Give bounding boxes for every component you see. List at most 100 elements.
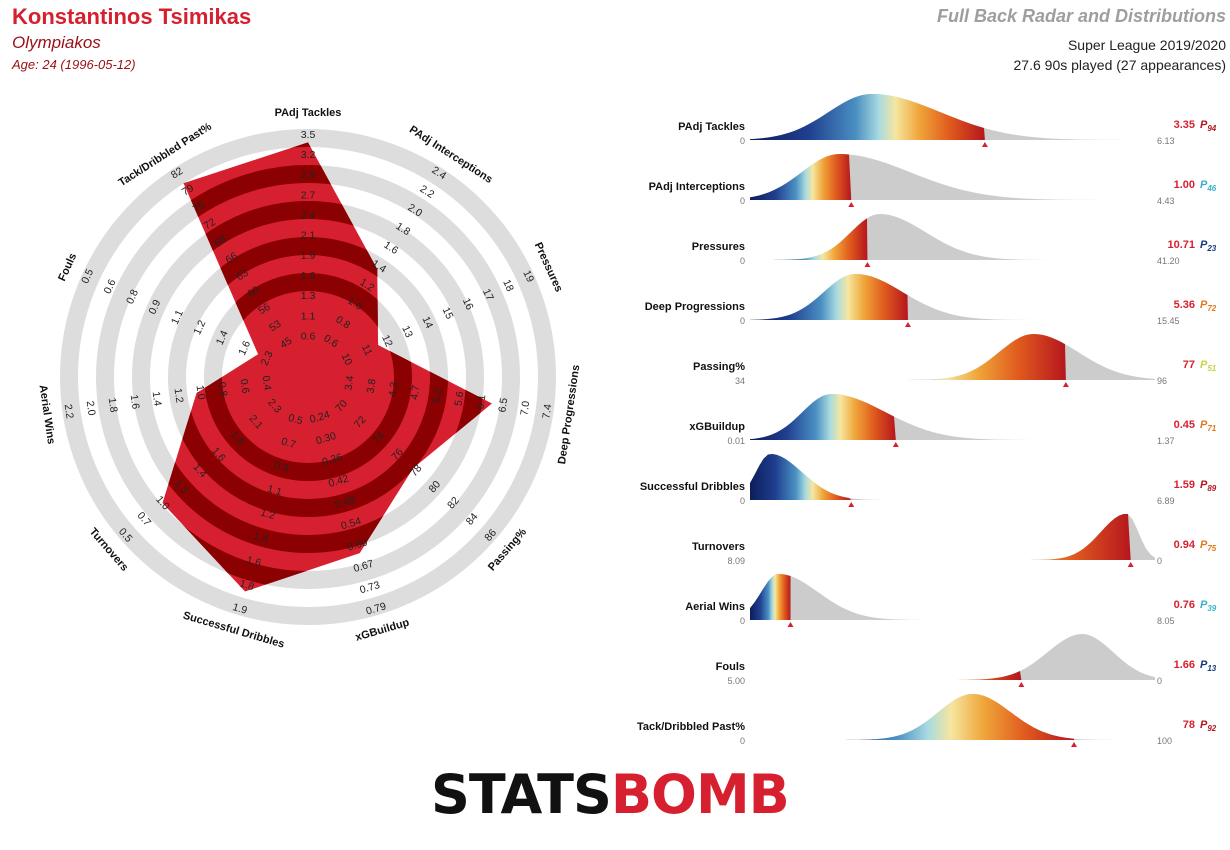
radar-tick-label: 1.1 <box>266 483 284 499</box>
radar-tick-label: 0.6 <box>237 378 251 394</box>
radar-tick-label: 5.6 <box>452 391 466 407</box>
dist-row-label: Pressures <box>692 241 745 253</box>
dist-row-label: PAdj Tackles <box>678 121 745 133</box>
radar-tick-label: 2.3 <box>259 349 276 367</box>
dist-percentile: P94 <box>1200 119 1217 133</box>
radar-tick-label: 2.4 <box>301 210 316 222</box>
radar-tick-label: 7.0 <box>518 400 532 416</box>
dist-max-label: 100 <box>1157 736 1172 746</box>
dist-max-label: 4.43 <box>1157 196 1175 206</box>
radar-tick-label: 1.6 <box>236 339 253 357</box>
radar-tick-label: 2.9 <box>301 169 316 181</box>
dist-max-label: 6.89 <box>1157 496 1175 506</box>
radar-tick-label: 1.1 <box>169 308 186 326</box>
dist-percentile: P71 <box>1200 419 1217 433</box>
dist-curve-grey <box>750 574 1155 620</box>
radar-tick-label: 1.4 <box>252 530 270 546</box>
radar-tick-label: 1.9 <box>231 601 249 617</box>
radar-tick-label: 0.4 <box>259 375 273 391</box>
radar-tick-label: 11 <box>359 343 375 358</box>
radar-tick-label: 0.9 <box>273 459 291 475</box>
radar-tick-label: 0.8 <box>124 288 141 306</box>
dist-curve-grey <box>750 634 1155 680</box>
dist-percentile: P89 <box>1200 479 1217 493</box>
dist-min-label: 0 <box>740 616 745 626</box>
radar-tick-label: 0.36 <box>321 451 344 468</box>
dist-curve-colored <box>750 694 1074 740</box>
percentile-number: 71 <box>1207 424 1216 433</box>
radar-tick-label: 6.5 <box>496 397 510 413</box>
radar-tick-label: 1.4 <box>150 391 164 407</box>
percentile-number: 51 <box>1207 364 1216 373</box>
dist-curve-colored <box>750 574 791 620</box>
dist-curve-colored <box>750 94 985 140</box>
radar-tick-label: 1.3 <box>301 290 316 302</box>
dist-value: 3.35 <box>1174 119 1195 131</box>
logo-text-bomb: BOMB <box>610 763 790 826</box>
dist-min-label: 0 <box>740 736 745 746</box>
radar-center <box>288 357 328 397</box>
percentile-number: 72 <box>1207 304 1216 313</box>
radar-tick-label: 3.2 <box>301 149 316 161</box>
dist-percentile: P92 <box>1200 719 1217 733</box>
dist-min-label: 34 <box>735 376 745 386</box>
radar-tick-label: 2.2 <box>62 403 76 419</box>
dist-curve-colored <box>750 454 852 500</box>
radar-tick-label: 79 <box>180 182 196 198</box>
radar-tick-label: 7.4 <box>540 403 554 419</box>
radar-tick-label: 0.48 <box>333 494 356 511</box>
dist-row-label: Deep Progressions <box>645 301 745 313</box>
dist-marker <box>1018 682 1025 687</box>
radar-tick-label: 3.4 <box>343 375 357 391</box>
dist-max-label: 6.13 <box>1157 136 1175 146</box>
report-title: Full Back Radar and Distributions <box>936 6 1226 26</box>
radar-tick-label: 1.6 <box>245 554 263 570</box>
dist-row-label: Fouls <box>716 661 745 673</box>
percentile-prefix: P <box>1200 539 1208 551</box>
radar-tick-label: 17 <box>480 287 496 303</box>
dist-min-label: 0 <box>740 496 745 506</box>
percentile-number: 23 <box>1206 244 1216 253</box>
radar-tick-label: 19 <box>520 269 536 285</box>
radar-axis-label: Aerial Wins <box>37 384 57 445</box>
dist-row-label: Turnovers <box>692 541 745 553</box>
radar-tick-label: 1.9 <box>301 250 316 262</box>
dist-marker <box>1127 562 1134 567</box>
dist-curve-colored <box>750 274 908 320</box>
dist-min-label: 0.01 <box>727 436 745 446</box>
radar-tick-label: 0.9 <box>146 298 163 316</box>
player-age: Age: 24 (1996-05-12) <box>12 57 136 72</box>
radar-axis-label: Deep Progressions <box>556 364 582 465</box>
dist-row-label: Aerial Wins <box>685 601 745 613</box>
radar-tick-label: 14 <box>419 315 435 331</box>
dist-percentile: P72 <box>1200 299 1217 313</box>
radar-tick-label: 0.5 <box>79 267 96 285</box>
percentile-prefix: P <box>1200 179 1208 191</box>
percentile-prefix: P <box>1200 599 1208 611</box>
radar-chart: 0.6 1.1 1.3 1.6 1.9 2.1 2.4 2.7 2.9 3.2 3.5 PAdj Ta… <box>37 107 583 651</box>
percentile-prefix: P <box>1200 479 1208 491</box>
dist-marker <box>787 622 794 627</box>
dist-marker <box>864 262 871 267</box>
dist-curve-grey <box>750 214 1155 260</box>
percentile-prefix: P <box>1200 719 1208 731</box>
dist-marker <box>848 202 855 207</box>
dist-marker <box>1071 742 1077 747</box>
dist-curve-colored <box>750 514 1131 560</box>
dist-percentile: P39 <box>1200 599 1217 613</box>
radar-tick-label: 1.8 <box>106 397 120 413</box>
radar-tick-label: 2.0 <box>84 400 98 416</box>
radar-tick-label: 18 <box>500 278 516 294</box>
percentile-prefix: P <box>1200 419 1208 431</box>
dist-row-label: Tack/Dribbled Past% <box>637 721 745 733</box>
radar-tick-label: 15 <box>440 305 456 321</box>
radar-tick-label: 1.2 <box>191 318 208 336</box>
radar-tick-label: 63 <box>234 267 250 283</box>
team-name: Olympiakos <box>12 33 101 52</box>
radar-tick-label: 1.8 <box>238 578 256 594</box>
percentile-number: 39 <box>1207 604 1216 613</box>
dist-curve-grey <box>750 154 1155 200</box>
dist-min-label: 5.00 <box>727 676 745 686</box>
dist-row-label: Passing% <box>693 361 745 373</box>
